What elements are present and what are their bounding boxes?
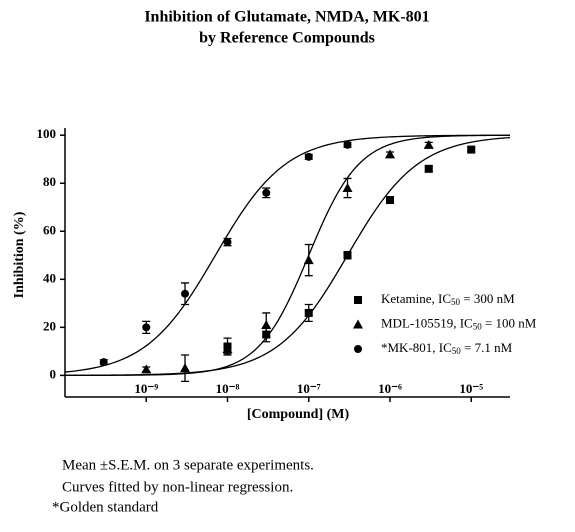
data-point: [424, 164, 433, 173]
x-tick-label: 10⁻⁵: [459, 381, 483, 396]
data-point: [303, 255, 314, 265]
x-tick-label: 10⁻⁹: [134, 381, 158, 396]
data-point: [180, 363, 191, 373]
data-point: [384, 149, 395, 159]
footnote: Curves fitted by non-linear regression.: [62, 479, 293, 495]
y-tick-label: 60: [43, 222, 56, 237]
legend-label: Ketamine, IC50 = 300 nM: [381, 291, 515, 307]
y-tick-label: 40: [43, 270, 56, 285]
legend-marker: [354, 345, 362, 353]
chart-title: by Reference Compounds: [199, 30, 375, 47]
footnote: *Golden standard: [52, 499, 159, 515]
data-point: [304, 308, 313, 317]
data-point: [423, 139, 434, 149]
data-point: [222, 343, 233, 353]
y-axis-label: Inhibition (%): [12, 211, 27, 298]
y-tick-label: 80: [43, 174, 56, 189]
data-point: [262, 188, 271, 197]
data-point: [343, 140, 352, 149]
data-point: [141, 364, 152, 374]
data-point: [343, 251, 352, 260]
legend-marker: [353, 319, 363, 329]
x-tick-label: 10⁻⁸: [216, 381, 240, 396]
y-tick-label: 0: [50, 366, 57, 381]
data-point: [385, 196, 394, 205]
data-point: [342, 183, 353, 193]
legend-label: *MK-801, IC50 = 7.1 nM: [381, 340, 513, 356]
y-tick-label: 20: [43, 318, 56, 333]
chart-title: Inhibition of Glutamate, NMDA, MK-801: [144, 9, 429, 26]
data-point: [261, 319, 272, 329]
data-point: [467, 145, 476, 154]
x-tick-label: 10⁻⁶: [378, 381, 402, 396]
y-tick-label: 100: [37, 126, 57, 141]
x-axis-label: [Compound] (M): [247, 407, 350, 422]
footnote: Mean ±S.E.M. on 3 separate experiments.: [62, 457, 314, 473]
data-point: [99, 358, 108, 367]
fit-curve: [64, 134, 511, 373]
data-point: [181, 289, 190, 298]
x-tick-label: 10⁻⁷: [297, 381, 321, 396]
data-point: [223, 238, 232, 247]
legend-label: MDL-105519, IC50 = 100 nM: [381, 315, 537, 331]
data-point: [304, 152, 313, 161]
legend-marker: [354, 296, 362, 304]
fit-curve: [65, 134, 510, 377]
data-point: [142, 323, 151, 332]
